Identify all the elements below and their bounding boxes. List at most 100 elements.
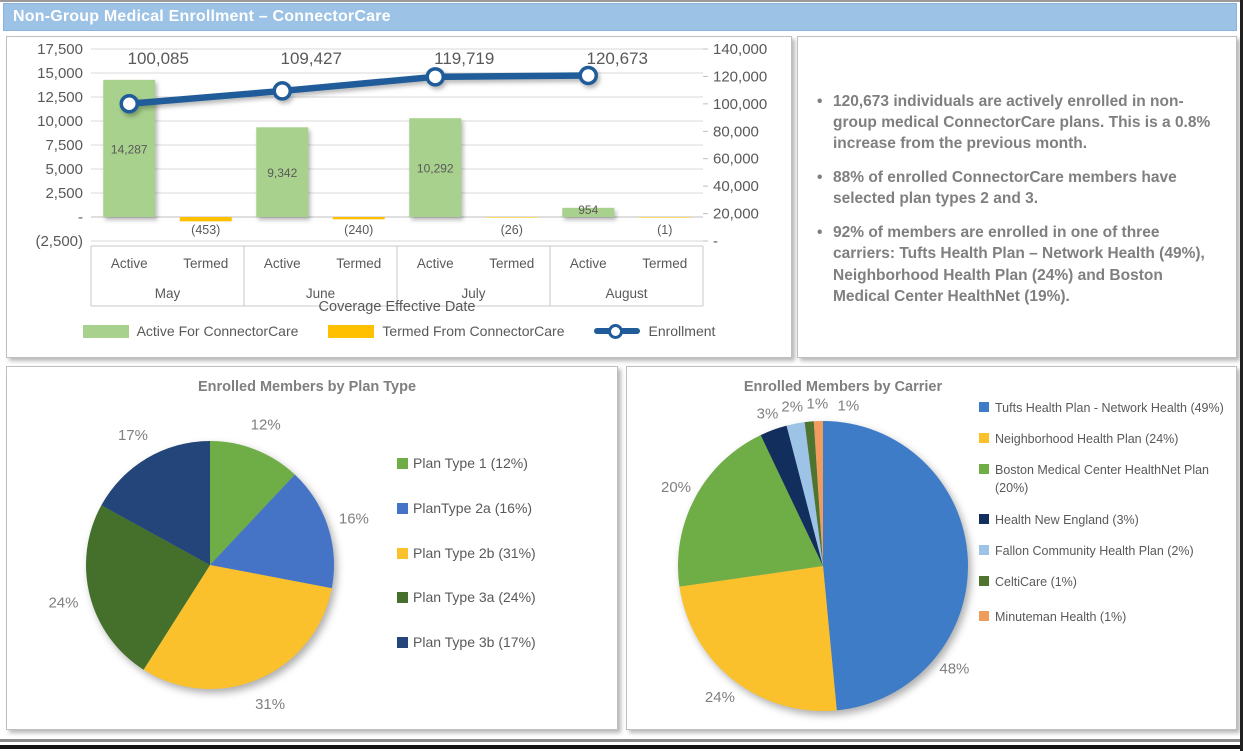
svg-text:7,500: 7,500 [45, 137, 83, 154]
legend-label: Minuteman Health (1%) [995, 609, 1127, 624]
svg-text:10,000: 10,000 [37, 113, 83, 130]
carrier-pie [678, 421, 968, 711]
carrier-slice-1 [679, 566, 837, 711]
plan-type-slice-0 [210, 441, 295, 565]
legend-label: Plan Type 1 (12%) [413, 455, 528, 471]
carrier-slice-2 [678, 435, 823, 587]
legend-swatch-icon [397, 592, 408, 604]
plan-type-slice-1 [210, 474, 334, 589]
svg-text:Active: Active [264, 256, 301, 271]
termed-bar [485, 217, 538, 218]
svg-text:12,500: 12,500 [37, 89, 83, 106]
legend-label: Fallon Community Health Plan (2%) [995, 543, 1194, 558]
carrier-legend-item: CeltiCare (1%) [979, 573, 1241, 591]
plan-type-slice-4 [101, 441, 210, 565]
termed-bar [179, 217, 232, 222]
plan-type-legend-item: Plan Type 1 (12%) [397, 455, 612, 472]
svg-text:140,000: 140,000 [713, 41, 767, 58]
svg-text:July: July [461, 286, 485, 301]
carrier-legend-item: Fallon Community Health Plan (2%) [979, 542, 1241, 560]
legend-label: Health New England (3%) [995, 512, 1139, 527]
enrollment-line [119, 65, 598, 114]
carrier-slice-4 [786, 422, 823, 566]
plan-type-legend-item: PlanType 2a (16%) [397, 500, 612, 517]
svg-text:100,000: 100,000 [713, 96, 767, 113]
svg-text:Termed: Termed [489, 256, 534, 271]
plan-type-panel: Enrolled Members by Plan Type 12% 16% 31% 2… [6, 366, 618, 730]
carrier-chart-title: Enrolled Members by Carrier [743, 379, 943, 395]
enrollment-combo-chart: 17,500 15,000 12,500 10,000 7,500 5,000 2,500 -… [35, 41, 767, 307]
svg-text:(2,500): (2,500) [35, 233, 83, 250]
legend-swatch-icon [979, 610, 989, 621]
legend-label: Plan Type 3a (24%) [413, 589, 536, 606]
slide-right-edge [1240, 0, 1243, 751]
plan-type-pie [85, 441, 334, 689]
legend-label: Boston Medical Center HealthNet Plan (20… [995, 463, 1210, 496]
legend-swatch-icon [397, 502, 408, 514]
svg-text:2,500: 2,500 [45, 185, 83, 202]
enrollment-chart-panel: 17,500 15,000 12,500 10,000 7,500 5,000 2,500 -… [6, 36, 792, 358]
svg-text:10,292: 10,292 [417, 162, 454, 176]
carrier-legend-item: Boston Medical Center HealthNet Plan (20… [979, 461, 1241, 497]
plan-type-slice-3 [85, 505, 210, 670]
enrollment-marker [119, 93, 139, 114]
legend-item-active: Active For ConnectorCare [82, 323, 299, 339]
svg-text:1%: 1% [838, 398, 860, 415]
page-title: Non-Group Medical Enrollment – Connector… [13, 8, 391, 25]
carrier-pie-chart: 48%24%20%3% 2% 1% 1% [661, 396, 969, 711]
plan-type-chart-title: Enrolled Members by Plan Type [197, 379, 417, 395]
legend-label: CeltiCare (1%) [995, 574, 1077, 589]
svg-text:109,427: 109,427 [281, 49, 342, 68]
svg-text:48%: 48% [939, 661, 969, 678]
legend-label: Neighborhood Health Plan (24%) [995, 432, 1179, 447]
legend-label: PlanType 2a (16%) [413, 499, 533, 516]
svg-text:100,085: 100,085 [128, 49, 189, 68]
svg-text:17,500: 17,500 [37, 41, 83, 58]
carrier-legend-item: Neighborhood Health Plan (24%) [979, 430, 1241, 448]
legend-swatch-icon [979, 513, 989, 524]
legend-item-termed: Termed From ConnectorCare [328, 323, 564, 339]
plan-type-pie-chart: 12% 16% 31% 24% 17% [48, 416, 369, 712]
svg-text:2%: 2% [781, 399, 803, 416]
carrier-legend-item: Tufts Health Plan - Network Health (49%) [979, 399, 1241, 417]
carrier-slice-5 [804, 421, 823, 566]
svg-text:954: 954 [578, 203, 598, 217]
svg-text:Termed: Termed [183, 256, 228, 271]
svg-text:120,000: 120,000 [713, 68, 767, 85]
carrier-slice-6 [813, 421, 823, 566]
x-axis-title: Coverage Effective Date [318, 299, 476, 315]
svg-text:(26): (26) [501, 223, 523, 237]
enrollment-marker [272, 81, 292, 101]
svg-text:May: May [155, 286, 181, 301]
legend-swatch-icon [397, 547, 408, 559]
legend-label: Enrollment [648, 323, 716, 339]
svg-text:40,000: 40,000 [713, 178, 759, 195]
svg-text:60,000: 60,000 [713, 151, 759, 168]
carrier-legend: Tufts Health Plan - Network Health (49%)… [979, 399, 1241, 639]
enrollment-chart-legend: Active For ConnectorCare Termed From Con… [7, 323, 791, 339]
svg-text:20%: 20% [661, 479, 691, 496]
svg-text:Termed: Termed [642, 256, 687, 271]
legend-label: Active For ConnectorCare [136, 323, 299, 339]
slide-bottom-edge [0, 745, 1243, 749]
carrier-legend-item: Minuteman Health (1%) [979, 608, 1241, 626]
svg-text:(240): (240) [344, 223, 373, 237]
legend-swatch-icon [979, 544, 989, 555]
termed-bar [332, 217, 385, 220]
svg-text:20,000: 20,000 [713, 206, 759, 223]
summary-panel: 120,673 individuals are actively enrolle… [797, 36, 1237, 358]
plan-type-legend-item: Plan Type 3a (24%) [397, 589, 612, 606]
svg-text:119,719: 119,719 [434, 49, 494, 68]
legend-swatch-icon [979, 402, 989, 412]
svg-text:(453): (453) [191, 223, 220, 237]
svg-text:-: - [713, 233, 718, 250]
summary-bullets: 120,673 individuals are actively enrolle… [798, 91, 1236, 307]
svg-text:16%: 16% [339, 510, 369, 527]
active-bar [562, 207, 615, 217]
svg-text:24%: 24% [705, 689, 735, 706]
svg-text:Active: Active [111, 256, 148, 271]
enrollment-marker [425, 67, 445, 87]
carrier-legend-item: Health New England (3%) [979, 511, 1241, 529]
termed-bar [638, 217, 691, 218]
